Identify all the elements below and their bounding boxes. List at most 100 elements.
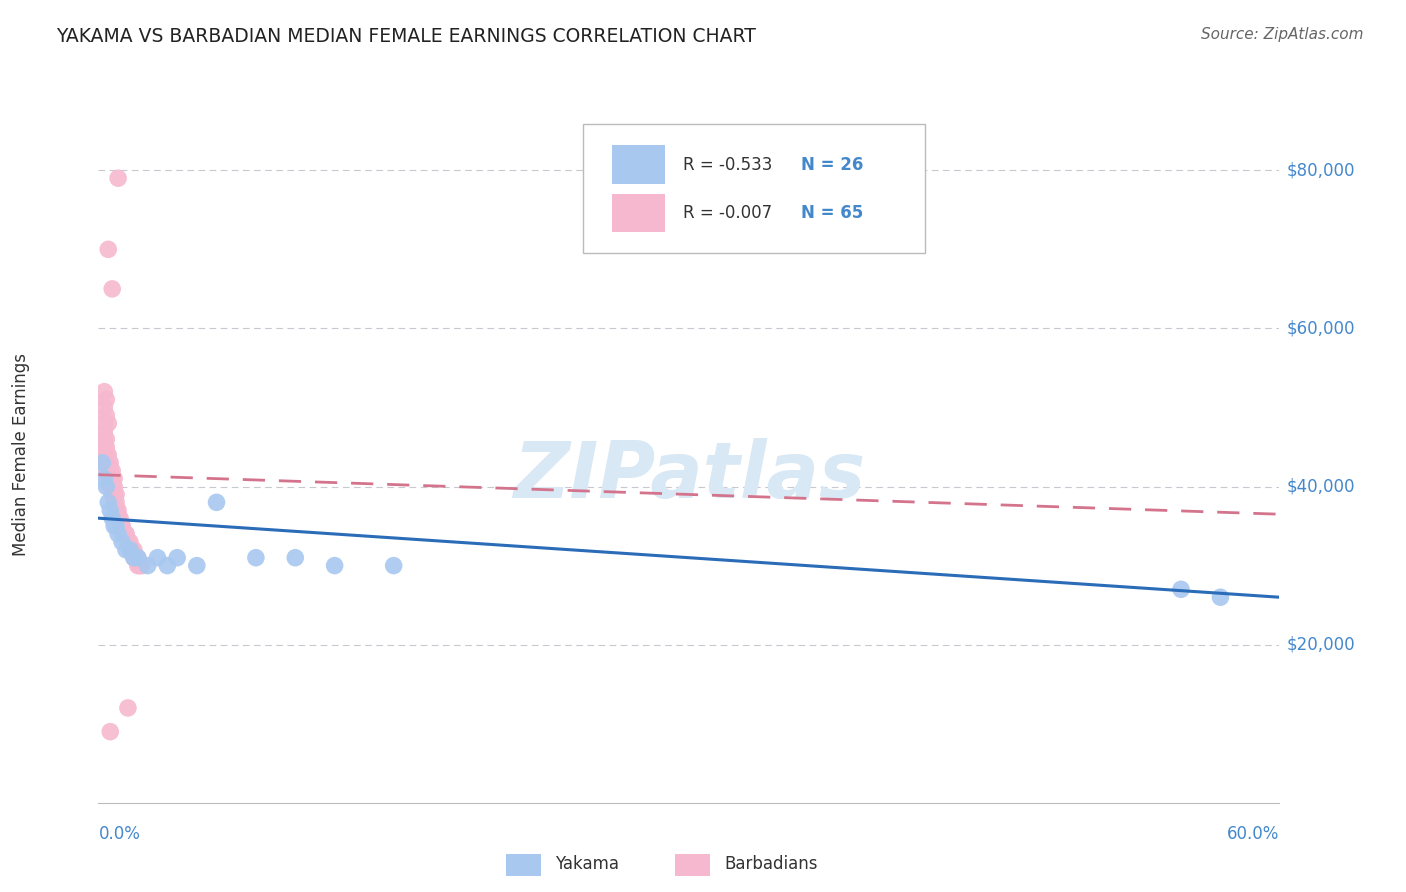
- Point: [121, 542, 143, 557]
- Point: [115, 527, 138, 541]
- Point: [93, 417, 115, 431]
- Point: [111, 535, 134, 549]
- Bar: [612, 194, 665, 232]
- Point: [98, 464, 121, 478]
- Point: [118, 542, 141, 557]
- Point: [103, 519, 125, 533]
- Point: [97, 243, 120, 257]
- Point: [108, 511, 131, 525]
- Point: [107, 503, 129, 517]
- Point: [96, 456, 118, 470]
- Point: [156, 558, 179, 573]
- Text: N = 26: N = 26: [801, 156, 863, 174]
- Point: [98, 479, 121, 493]
- Point: [284, 550, 307, 565]
- Point: [111, 519, 134, 533]
- Point: [121, 542, 143, 557]
- Text: N = 65: N = 65: [801, 204, 863, 222]
- Text: $20,000: $20,000: [1286, 636, 1355, 654]
- Text: 60.0%: 60.0%: [1227, 825, 1279, 843]
- Point: [96, 409, 118, 423]
- Point: [93, 472, 115, 486]
- Point: [205, 495, 228, 509]
- Point: [103, 487, 125, 501]
- Text: Barbadians: Barbadians: [724, 855, 818, 873]
- Point: [98, 503, 121, 517]
- Text: Source: ZipAtlas.com: Source: ZipAtlas.com: [1201, 27, 1364, 42]
- Point: [101, 464, 124, 478]
- Point: [91, 456, 114, 470]
- Point: [117, 535, 139, 549]
- Point: [146, 550, 169, 565]
- Point: [111, 519, 134, 533]
- Point: [115, 527, 138, 541]
- Point: [127, 550, 149, 565]
- Point: [105, 519, 128, 533]
- Point: [122, 550, 145, 565]
- Point: [96, 440, 118, 454]
- Point: [93, 401, 115, 415]
- Bar: [612, 145, 665, 184]
- Point: [166, 550, 188, 565]
- Point: [107, 511, 129, 525]
- Text: Yakama: Yakama: [555, 855, 620, 873]
- Point: [97, 456, 120, 470]
- Point: [93, 448, 115, 462]
- Point: [97, 417, 120, 431]
- Point: [101, 511, 124, 525]
- Point: [245, 550, 267, 565]
- Point: [101, 472, 124, 486]
- Point: [127, 550, 149, 565]
- Text: YAKAMA VS BARBADIAN MEDIAN FEMALE EARNINGS CORRELATION CHART: YAKAMA VS BARBADIAN MEDIAN FEMALE EARNIN…: [56, 27, 756, 45]
- Point: [105, 487, 128, 501]
- Point: [101, 282, 124, 296]
- Point: [112, 527, 135, 541]
- Point: [118, 542, 141, 557]
- Text: $60,000: $60,000: [1286, 319, 1355, 337]
- Point: [93, 424, 115, 438]
- Point: [98, 724, 121, 739]
- Point: [96, 479, 118, 493]
- Point: [115, 542, 138, 557]
- Point: [96, 392, 118, 407]
- Point: [105, 495, 128, 509]
- Point: [131, 558, 153, 573]
- Point: [118, 535, 141, 549]
- Point: [93, 440, 115, 454]
- Point: [97, 472, 120, 486]
- Point: [98, 472, 121, 486]
- Point: [107, 511, 129, 525]
- Text: 0.0%: 0.0%: [98, 825, 141, 843]
- Point: [93, 432, 115, 446]
- Point: [136, 558, 159, 573]
- Point: [101, 479, 124, 493]
- Point: [117, 701, 139, 715]
- Point: [98, 456, 121, 470]
- Point: [127, 558, 149, 573]
- Point: [112, 527, 135, 541]
- Point: [101, 487, 124, 501]
- Point: [122, 550, 145, 565]
- Point: [122, 542, 145, 557]
- Point: [117, 535, 139, 549]
- Point: [97, 448, 120, 462]
- Point: [125, 550, 148, 565]
- Point: [108, 519, 131, 533]
- Point: [128, 558, 150, 573]
- Point: [186, 558, 208, 573]
- Text: ZIPatlas: ZIPatlas: [513, 438, 865, 514]
- Point: [93, 384, 115, 399]
- Point: [382, 558, 405, 573]
- Point: [97, 495, 120, 509]
- Text: R = -0.533: R = -0.533: [683, 156, 772, 174]
- Point: [125, 550, 148, 565]
- Point: [105, 503, 128, 517]
- Point: [1209, 591, 1232, 605]
- Point: [96, 448, 118, 462]
- Point: [107, 527, 129, 541]
- Point: [103, 479, 125, 493]
- Point: [96, 464, 118, 478]
- Point: [96, 432, 118, 446]
- Point: [1170, 582, 1192, 597]
- Point: [93, 456, 115, 470]
